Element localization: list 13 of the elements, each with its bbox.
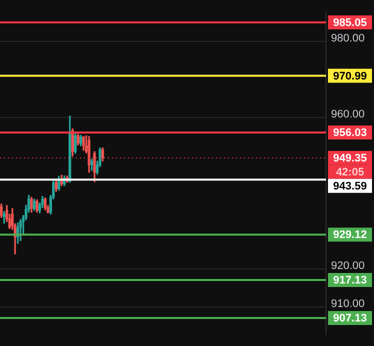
y-tick-label: 910.00 <box>331 298 365 310</box>
text: 42:05 <box>336 166 364 178</box>
ref-line-label: 949.35 <box>333 152 367 164</box>
ref-line-label: 929.12 <box>333 229 367 242</box>
y-tick-label: 920.00 <box>331 260 365 272</box>
ref-line-label: 970.99 <box>333 70 367 82</box>
ref-line-label: 907.13 <box>333 312 367 325</box>
y-tick-label: 960.00 <box>331 108 365 120</box>
ref-line-label: 956.03 <box>333 127 367 140</box>
ref-line-label: 917.13 <box>333 274 367 287</box>
y-tick-label: 980.00 <box>331 32 365 45</box>
ref-line-label: 985.05 <box>333 16 367 29</box>
ref-line-label: 943.59 <box>333 180 367 192</box>
